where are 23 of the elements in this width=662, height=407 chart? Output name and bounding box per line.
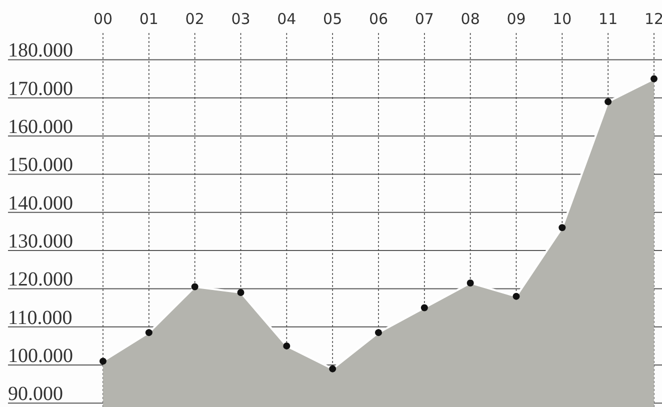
x-tick-label: 12 bbox=[644, 10, 662, 28]
x-tick-label: 08 bbox=[460, 10, 480, 28]
x-tick-label: 04 bbox=[277, 10, 296, 28]
y-tick-label: 140.000 bbox=[8, 192, 73, 214]
y-tick-label: 110.000 bbox=[8, 306, 72, 329]
x-tick-label: 06 bbox=[368, 10, 388, 28]
y-tick-label: 180.000 bbox=[8, 40, 73, 62]
x-tick-label: 07 bbox=[414, 10, 434, 28]
x-tick-label: 05 bbox=[323, 10, 342, 28]
x-tick-label: 01 bbox=[139, 10, 158, 28]
x-tick-label: 02 bbox=[185, 10, 204, 28]
y-tick-label: 130.000 bbox=[8, 230, 73, 253]
y-tick-label: 160.000 bbox=[8, 116, 73, 138]
y-tick-label: 100.000 bbox=[8, 345, 73, 368]
y-tick-label: 170.000 bbox=[8, 78, 73, 100]
x-tick-label: 00 bbox=[93, 10, 113, 28]
x-tick-label: 09 bbox=[506, 10, 526, 28]
y-tick-label: 150.000 bbox=[8, 154, 73, 176]
y-tick-label: 120.000 bbox=[8, 268, 73, 291]
x-tick-label: 03 bbox=[231, 10, 250, 28]
x-tick-label: 11 bbox=[598, 10, 618, 28]
y-tick-label: 90.000 bbox=[8, 383, 63, 406]
x-tick-label: 10 bbox=[552, 10, 572, 28]
